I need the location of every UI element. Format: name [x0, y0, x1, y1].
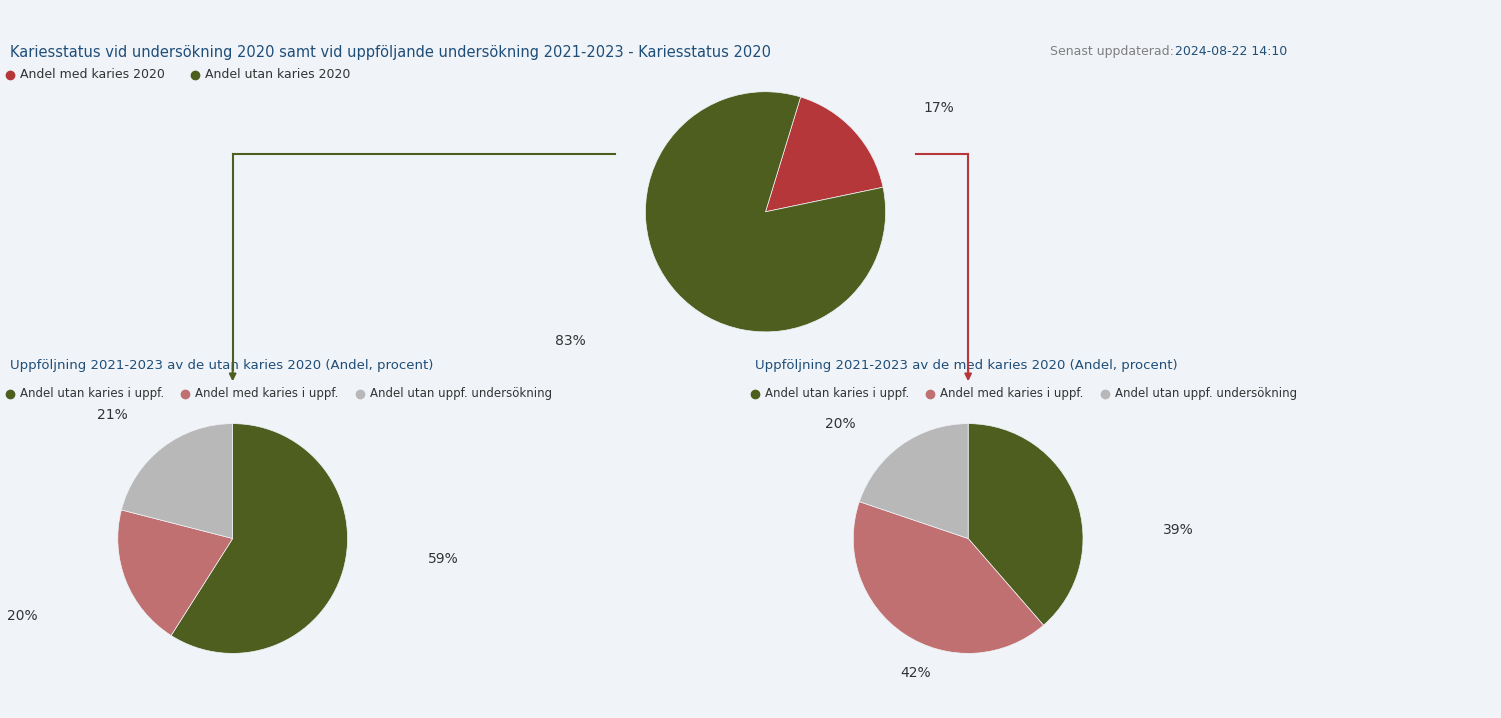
Text: Senast uppdaterad:: Senast uppdaterad: [1051, 45, 1174, 58]
Text: 2024-08-22 14:10: 2024-08-22 14:10 [1175, 45, 1288, 58]
Text: Andel med karies 2020: Andel med karies 2020 [20, 68, 165, 81]
Text: 59%: 59% [428, 551, 458, 566]
Wedge shape [171, 424, 348, 653]
Text: 20%: 20% [8, 609, 38, 623]
Text: Kariesstatus vid undersökning 2020 samt vid uppföljande undersökning 2021-2023 -: Kariesstatus vid undersökning 2020 samt … [11, 45, 772, 60]
Text: 20%: 20% [826, 416, 856, 431]
Wedge shape [860, 424, 968, 538]
Wedge shape [766, 97, 883, 212]
Text: Andel utan uppf. undersökning: Andel utan uppf. undersökning [1115, 388, 1297, 401]
Text: 42%: 42% [901, 666, 931, 681]
Text: 39%: 39% [1163, 523, 1193, 537]
Text: Andel med karies i uppf.: Andel med karies i uppf. [195, 388, 338, 401]
Text: Andel utan karies 2020: Andel utan karies 2020 [206, 68, 350, 81]
Text: 83%: 83% [555, 334, 585, 348]
Text: 21%: 21% [98, 408, 128, 422]
Text: Uppföljning 2021-2023 av de utan karies 2020 (Andel, procent): Uppföljning 2021-2023 av de utan karies … [11, 359, 434, 372]
Wedge shape [645, 92, 886, 332]
Wedge shape [122, 424, 233, 538]
Text: Andel utan karies i uppf.: Andel utan karies i uppf. [766, 388, 910, 401]
Text: Andel utan uppf. undersökning: Andel utan uppf. undersökning [371, 388, 552, 401]
Text: 17%: 17% [923, 101, 953, 116]
Text: Andel med karies i uppf.: Andel med karies i uppf. [940, 388, 1084, 401]
Wedge shape [968, 424, 1084, 625]
Text: Uppföljning 2021-2023 av de med karies 2020 (Andel, procent): Uppföljning 2021-2023 av de med karies 2… [755, 359, 1178, 372]
Wedge shape [853, 502, 1043, 653]
Text: Andel utan karies i uppf.: Andel utan karies i uppf. [20, 388, 164, 401]
Wedge shape [117, 510, 233, 635]
